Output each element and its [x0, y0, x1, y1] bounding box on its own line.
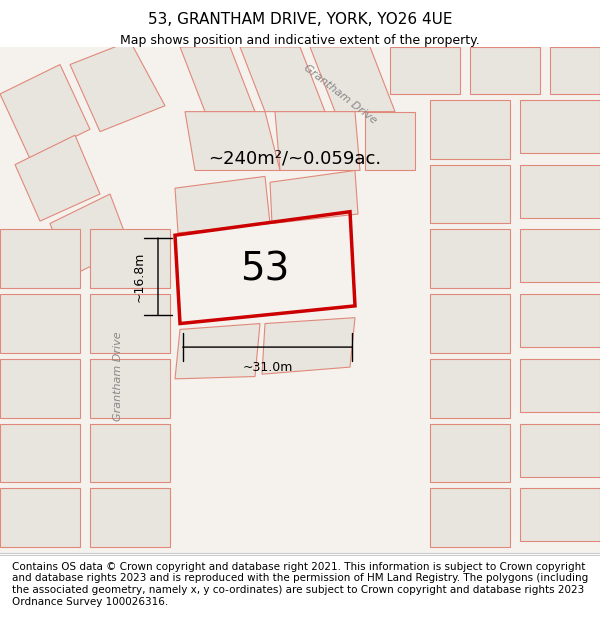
Polygon shape: [240, 47, 325, 112]
Polygon shape: [520, 488, 600, 541]
Polygon shape: [90, 359, 170, 418]
Polygon shape: [180, 47, 255, 112]
Text: ~31.0m: ~31.0m: [242, 361, 293, 374]
Polygon shape: [470, 47, 540, 94]
Polygon shape: [430, 488, 510, 548]
Text: ~240m²/~0.059ac.: ~240m²/~0.059ac.: [208, 150, 382, 168]
Polygon shape: [175, 324, 260, 379]
Polygon shape: [520, 229, 600, 282]
Polygon shape: [365, 112, 415, 171]
Text: Grantham Drive: Grantham Drive: [302, 62, 379, 126]
Polygon shape: [520, 100, 600, 153]
Polygon shape: [90, 229, 170, 288]
Polygon shape: [270, 171, 358, 224]
Polygon shape: [430, 229, 510, 288]
Polygon shape: [90, 424, 170, 483]
Text: 53: 53: [241, 250, 290, 288]
Text: Contains OS data © Crown copyright and database right 2021. This information is : Contains OS data © Crown copyright and d…: [12, 562, 588, 606]
Text: ~16.8m: ~16.8m: [133, 251, 146, 302]
Polygon shape: [520, 164, 600, 217]
Polygon shape: [520, 294, 600, 347]
Polygon shape: [262, 318, 355, 374]
Polygon shape: [185, 112, 280, 171]
Text: Map shows position and indicative extent of the property.: Map shows position and indicative extent…: [120, 34, 480, 47]
Polygon shape: [70, 41, 165, 132]
Polygon shape: [430, 424, 510, 483]
Polygon shape: [520, 359, 600, 412]
Polygon shape: [0, 64, 90, 159]
Polygon shape: [275, 112, 360, 171]
Text: Grantham Drive: Grantham Drive: [113, 332, 123, 421]
Polygon shape: [90, 488, 170, 548]
Polygon shape: [550, 47, 600, 94]
Polygon shape: [430, 164, 510, 224]
Polygon shape: [390, 47, 460, 94]
Polygon shape: [430, 100, 510, 159]
Polygon shape: [0, 294, 80, 353]
Polygon shape: [0, 488, 80, 548]
Polygon shape: [15, 135, 100, 221]
Polygon shape: [310, 47, 395, 112]
Polygon shape: [0, 424, 80, 483]
Polygon shape: [90, 294, 170, 353]
Polygon shape: [175, 176, 270, 233]
Polygon shape: [430, 359, 510, 418]
Polygon shape: [0, 359, 80, 418]
Polygon shape: [50, 194, 130, 276]
Polygon shape: [520, 424, 600, 477]
Polygon shape: [430, 294, 510, 353]
Polygon shape: [0, 229, 80, 288]
Text: 53, GRANTHAM DRIVE, YORK, YO26 4UE: 53, GRANTHAM DRIVE, YORK, YO26 4UE: [148, 12, 452, 27]
